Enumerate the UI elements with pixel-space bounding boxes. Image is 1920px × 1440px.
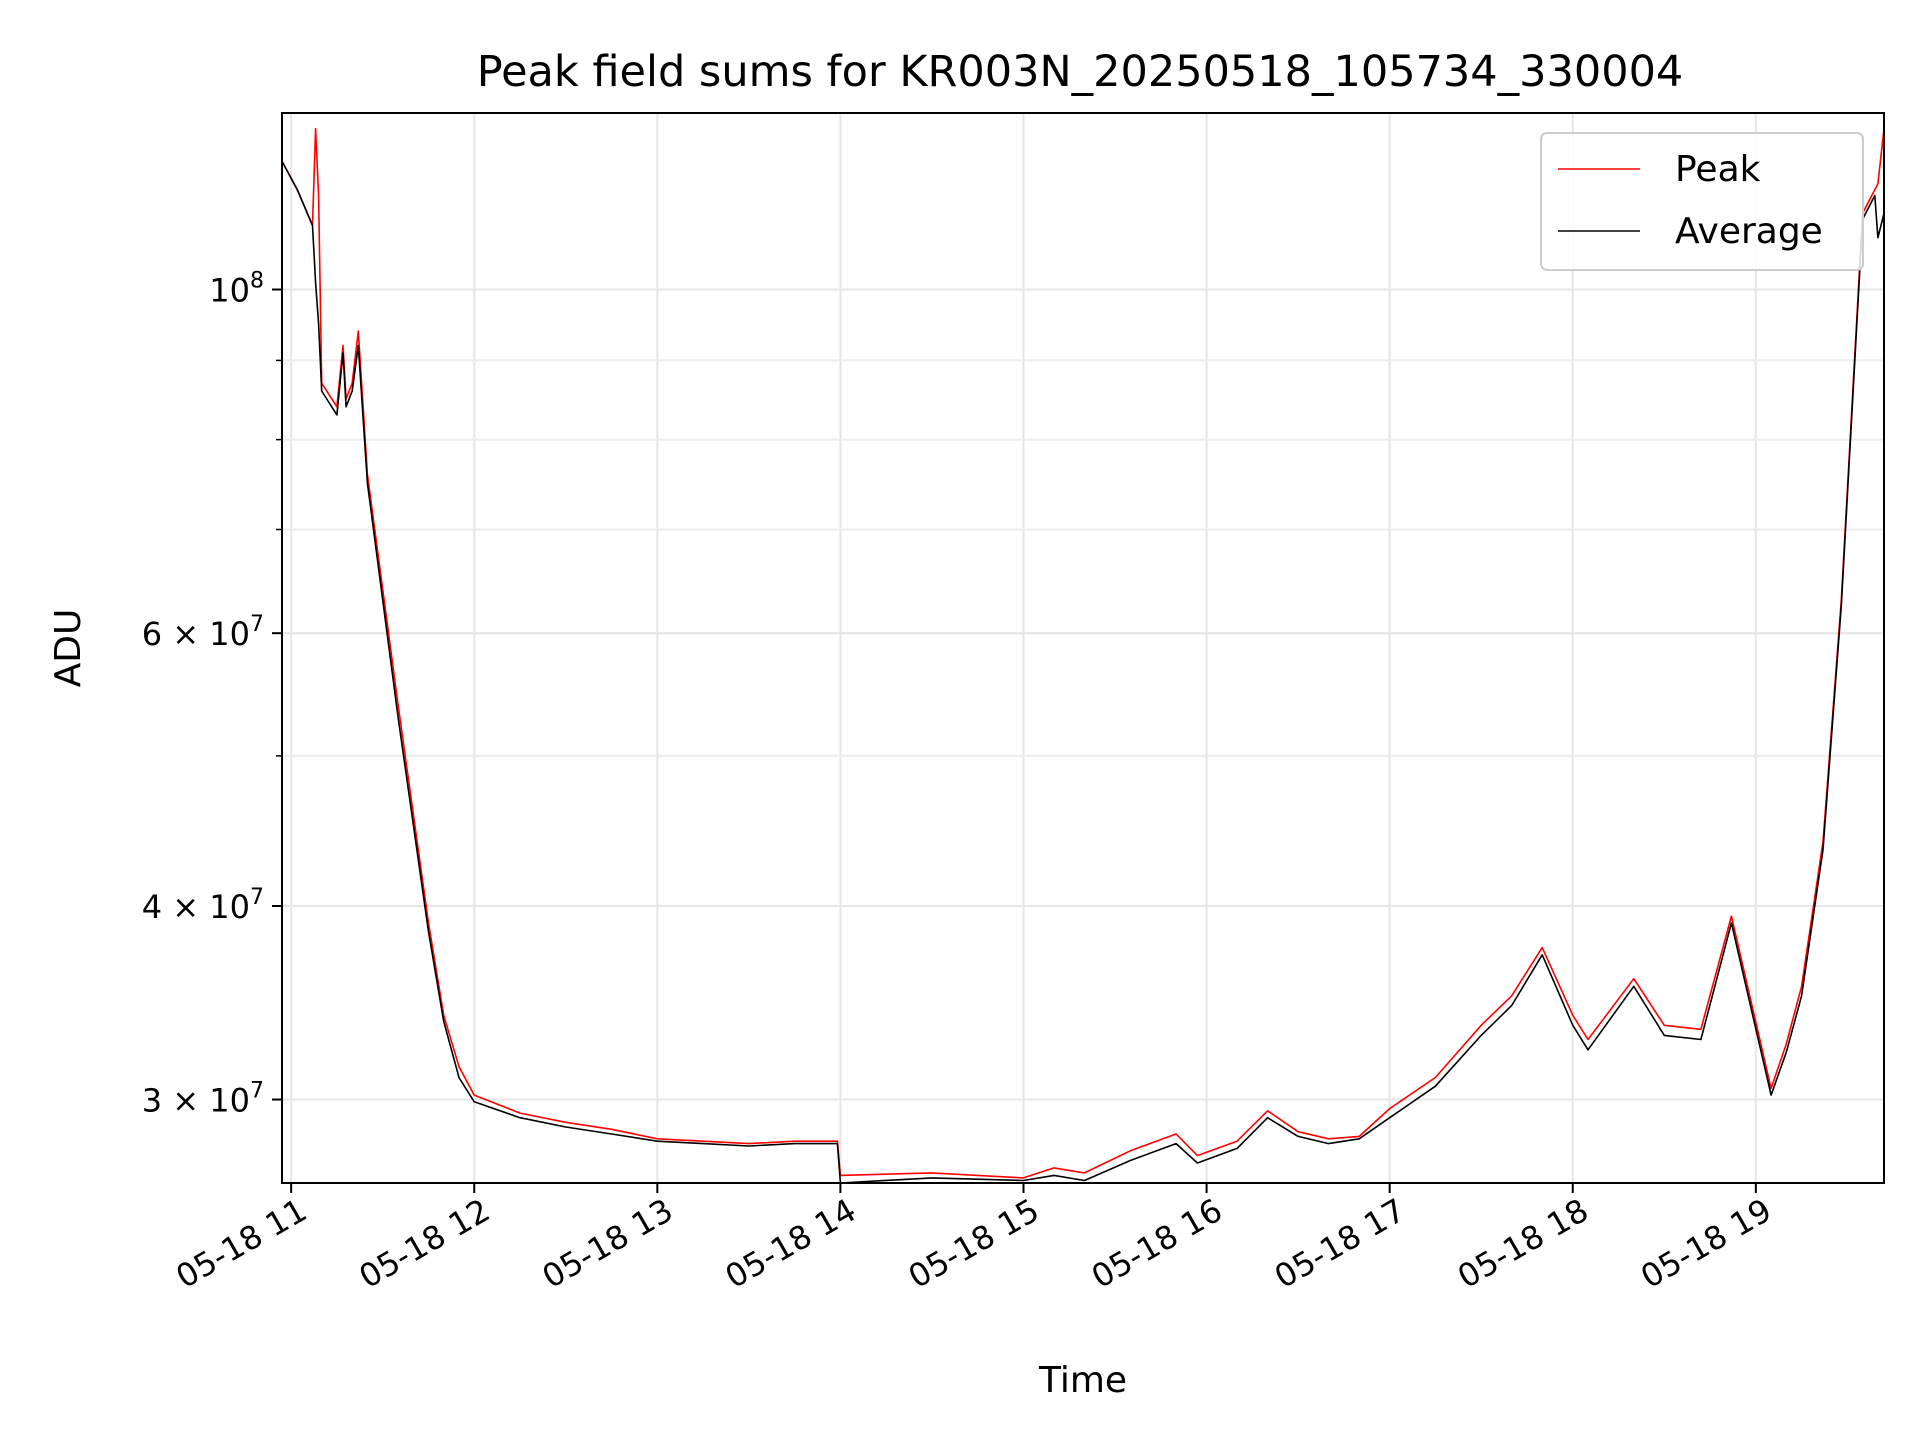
legend-box [1540, 132, 1864, 271]
y-tick-label: 4 × 107 [142, 885, 264, 926]
y-tick-label: 6 × 107 [142, 612, 264, 653]
grid [282, 113, 1884, 1183]
y-axis-label: ADU [48, 609, 89, 688]
legend-label-peak: Peak [1675, 149, 1761, 190]
x-axis-label: Time [1038, 1360, 1127, 1401]
series-line-peak [281, 127, 1885, 1179]
y-tick-label: 3 × 107 [142, 1079, 264, 1120]
series-line-average [281, 160, 1885, 1184]
chart-title: Peak field sums for KR003N_20250518_1057… [477, 47, 1684, 97]
legend: Peak Average [1540, 132, 1864, 271]
legend-label-average: Average [1675, 211, 1823, 252]
series-layer [281, 127, 1885, 1184]
plot-frame [281, 112, 1885, 1184]
